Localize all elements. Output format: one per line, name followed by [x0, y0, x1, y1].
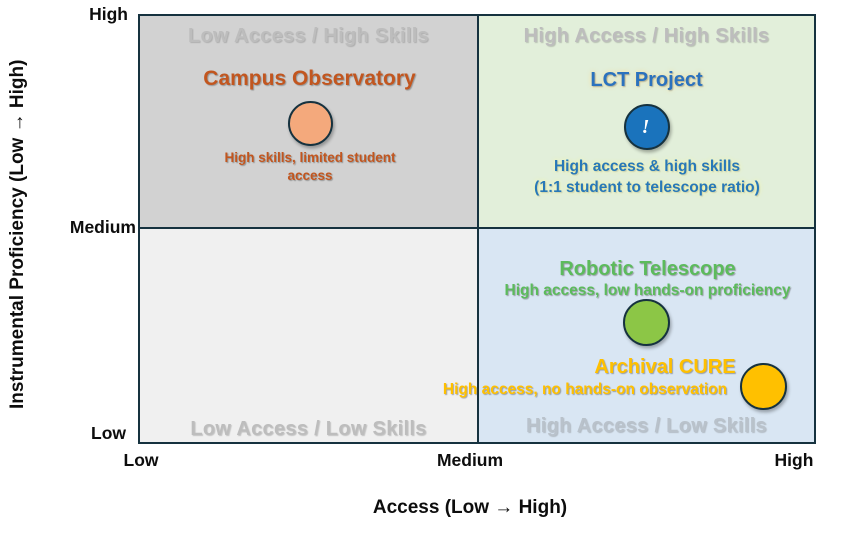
- exclamation-icon: !: [641, 116, 650, 138]
- archival-cure-title: Archival CURE: [594, 356, 736, 378]
- y-tick-high: High: [89, 4, 128, 24]
- archival-cure-caption: High access, no hands-on observation: [442, 381, 728, 398]
- quadrant-label-top-left: Low Access / High Skills: [188, 25, 429, 47]
- robotic-telescope-marker: [623, 299, 670, 346]
- lct-project-marker: !: [624, 104, 670, 150]
- x-tick-low: Low: [123, 450, 159, 470]
- x-axis-title: Access (Low → High): [372, 497, 568, 518]
- x-tick-high: High: [774, 450, 814, 470]
- lct-project-title: LCT Project: [590, 69, 703, 91]
- lct-project-caption-line2: (1:1 student to telescope ratio): [534, 179, 760, 196]
- campus-observatory-title: Campus Observatory: [203, 67, 416, 90]
- lct-project-caption-line1: High access & high skills: [553, 158, 741, 175]
- campus-observatory-caption-line1: High skills, limited student: [224, 150, 396, 165]
- campus-observatory-caption: High skills, limited student access: [200, 149, 420, 185]
- lct-project-caption: High access & high skills (1:1 student t…: [497, 156, 797, 198]
- campus-observatory-caption-line2: access: [287, 168, 333, 183]
- robotic-telescope-caption: High access, low hands-on proficiency: [504, 282, 791, 299]
- quadrant-label-top-right: High Access / High Skills: [523, 25, 770, 47]
- quadrant-label-bottom-left: Low Access / Low Skills: [190, 418, 427, 440]
- robotic-telescope-title: Robotic Telescope: [559, 258, 736, 280]
- x-tick-medium: Medium: [436, 450, 504, 470]
- y-tick-low: Low: [91, 423, 126, 443]
- archival-cure-marker: [740, 363, 787, 410]
- y-axis-title: Instrumental Proficiency (Low → High): [7, 59, 28, 409]
- y-tick-medium: Medium: [69, 217, 136, 237]
- quadrant-label-bottom-right: High Access / Low Skills: [526, 415, 767, 437]
- campus-observatory-marker: [288, 101, 333, 146]
- quadrant-bottom-left: [138, 227, 479, 444]
